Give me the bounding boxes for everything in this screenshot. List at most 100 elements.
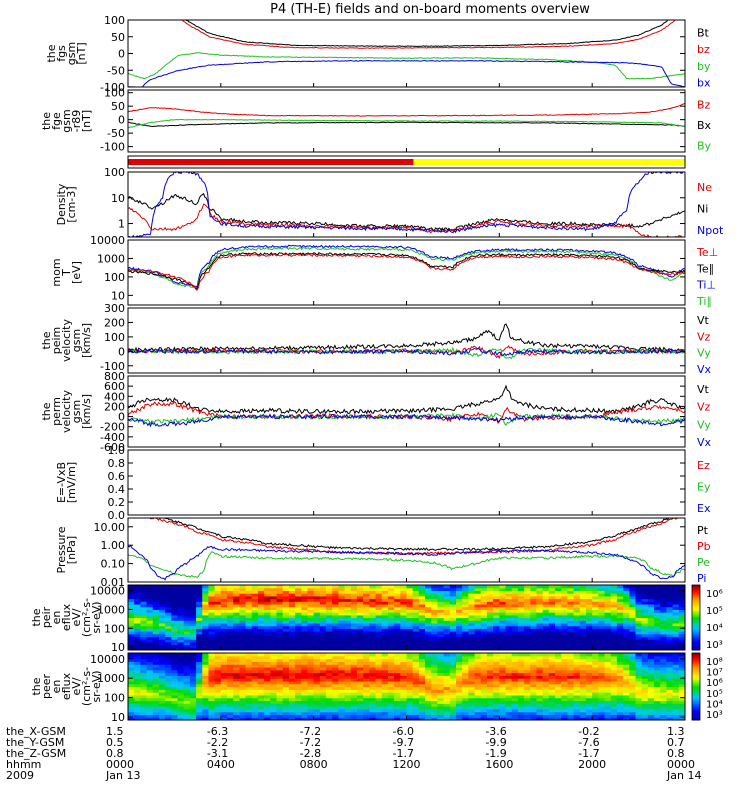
spectrogram-cell <box>301 686 309 690</box>
spectrogram-cell <box>623 620 630 624</box>
spectrogram-cell <box>245 633 253 638</box>
spectrogram-cell <box>282 669 290 674</box>
spectrogram-cell <box>672 622 680 627</box>
spectrogram-cell <box>412 683 420 688</box>
spectrogram-cell <box>301 647 309 650</box>
footer-value: 0400 <box>207 758 235 771</box>
spectrogram-cell <box>276 689 284 693</box>
spectrogram-cell <box>344 692 352 696</box>
spectrogram-cell <box>128 672 135 676</box>
spectrogram-cell <box>412 644 420 648</box>
spectrogram-cell <box>350 587 358 592</box>
legend-entry: Pi <box>697 572 706 585</box>
spectrogram-cell <box>443 686 451 690</box>
spectrogram-cell <box>480 714 488 718</box>
spectrogram-cell <box>270 593 278 597</box>
spectrogram-cell <box>208 641 216 646</box>
colorbar-tick-label: 10⁴ <box>706 699 723 710</box>
spectrogram-cell <box>400 675 408 679</box>
spectrogram-cell <box>660 686 668 690</box>
spectrogram-cell <box>660 617 668 621</box>
spectrogram-cell <box>183 603 191 608</box>
y-axis-label-line: E=-VxB <box>55 462 68 503</box>
spectrogram-cell <box>592 653 599 657</box>
spectrogram-cell <box>641 664 649 668</box>
footer-value: -7.6 <box>578 736 599 749</box>
spectrogram-cell <box>183 680 191 685</box>
spectrogram-cell <box>530 633 538 638</box>
spectrogram-cell <box>288 708 296 713</box>
spectrogram-cell <box>517 633 525 638</box>
spectrogram-cell <box>363 714 370 718</box>
spectrogram-cell <box>647 655 655 660</box>
spectrogram-cell <box>412 609 420 613</box>
spectrogram-cell <box>598 590 606 594</box>
spectrogram-cell <box>449 655 457 660</box>
spectrogram-cell <box>326 664 333 668</box>
spectrogram-cell <box>561 631 569 635</box>
spectrogram-cell <box>208 653 216 657</box>
spectrogram-cell <box>573 598 581 602</box>
spectrogram-cell <box>202 625 210 629</box>
spectrogram-cell <box>301 714 309 718</box>
spectrogram-cell <box>449 633 457 638</box>
spectrogram-cell <box>616 647 624 650</box>
spectrogram-cell <box>189 606 197 610</box>
spectrogram-cell <box>158 703 166 707</box>
spectrogram-cell <box>548 711 556 716</box>
spectrogram-cell <box>319 587 327 592</box>
y-axis-label-line: en <box>50 680 63 694</box>
y-axis-label-line: [nPa] <box>65 536 78 564</box>
spectrogram-cell <box>462 697 469 702</box>
spectrogram-cell <box>257 714 265 718</box>
spectrogram-cell <box>418 587 426 592</box>
spectrogram-cell <box>493 714 500 718</box>
spectrogram-cell <box>171 631 179 635</box>
spectrogram-cell <box>555 620 562 624</box>
spectrogram-cell <box>369 644 377 648</box>
spectrogram-cell <box>666 614 674 619</box>
spectrogram-cell <box>319 636 327 640</box>
spectrogram-cell <box>505 655 513 660</box>
spectrogram-cell <box>220 641 228 646</box>
spectrogram-cell <box>406 692 414 696</box>
spectrogram-cell <box>567 711 575 716</box>
spectrogram-cell <box>257 595 265 600</box>
spectrogram-cell <box>641 595 649 600</box>
spectrogram-cell <box>493 655 500 660</box>
spectrogram-cell <box>462 609 469 613</box>
spectrogram-cell <box>276 644 284 648</box>
spectrogram-cell <box>158 641 166 646</box>
spectrogram-cell <box>196 590 203 594</box>
spectrogram-cell <box>344 617 352 621</box>
spectrogram-cell <box>480 683 488 688</box>
y-axis-label-line: peir <box>40 606 53 628</box>
spectrogram-cell <box>672 706 680 710</box>
spectrogram-cell <box>480 587 488 592</box>
spectrogram-cell <box>493 706 500 710</box>
spectrogram-cell <box>369 612 377 616</box>
spectrogram-cell <box>282 622 290 627</box>
spectrogram-cell <box>233 689 240 693</box>
spectrogram-cell <box>480 601 488 605</box>
spectrogram-cell <box>140 587 148 592</box>
spectrogram-cell <box>134 606 141 610</box>
spectrogram-cell <box>369 653 377 657</box>
spectrogram-cell <box>214 631 222 635</box>
spectrogram-cell <box>245 655 253 660</box>
spectrogram-cell <box>245 694 253 699</box>
spectrogram-cell <box>585 625 593 629</box>
y-tick-label: 200 <box>104 316 125 329</box>
spectrogram-cell <box>499 647 507 650</box>
spectrogram-cell <box>152 631 160 635</box>
spectrogram-cell <box>177 614 185 619</box>
spectrogram-cell <box>456 606 463 610</box>
spectrogram-cell <box>561 612 569 616</box>
spectrogram-cell <box>208 675 216 679</box>
spectrogram-cell <box>666 585 674 589</box>
spectrogram-cell <box>425 692 432 696</box>
spectrogram-cell <box>152 697 160 702</box>
spectrogram-cell <box>548 601 556 605</box>
spectrogram-cell <box>548 612 556 616</box>
spectrogram-cell <box>369 680 377 685</box>
